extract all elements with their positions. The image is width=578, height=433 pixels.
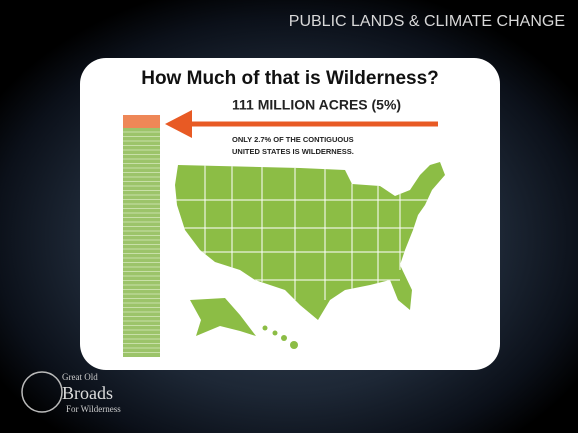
logo-text: Broads bbox=[62, 383, 113, 403]
logo-text: Great Old bbox=[62, 372, 98, 382]
bar-orange bbox=[123, 115, 160, 128]
logo: Great Old Broads For Wilderness bbox=[21, 371, 121, 414]
arrow bbox=[165, 110, 438, 138]
logo-text: For Wilderness bbox=[66, 404, 121, 414]
note-line: ONLY 2.7% OF THE CONTIGUOUS bbox=[232, 135, 354, 144]
note-line: UNITED STATES IS WILDERNESS. bbox=[232, 147, 354, 156]
slide-title: How Much of that is Wilderness? bbox=[141, 68, 439, 89]
us-map bbox=[175, 162, 445, 349]
land-bar bbox=[123, 115, 160, 357]
header-title: PUBLIC LANDS & CLIMATE CHANGE bbox=[289, 13, 565, 30]
headline: 111 MILLION ACRES (5%) bbox=[232, 97, 401, 113]
